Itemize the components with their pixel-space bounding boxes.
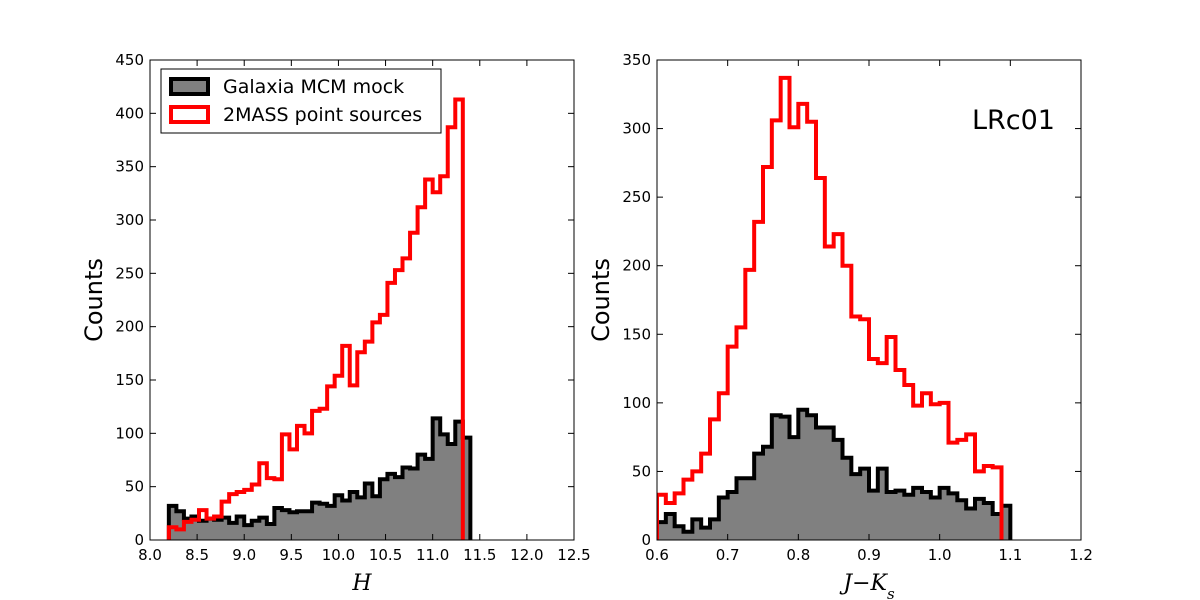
x-axis-label: J−Ks bbox=[839, 571, 895, 600]
y-tick-label: 450 bbox=[115, 51, 144, 69]
series-line-2mass-point-sources bbox=[166, 97, 465, 540]
y-tick-label: 250 bbox=[622, 188, 651, 206]
series-line-2mass-point-sources bbox=[657, 75, 1004, 540]
y-axis-label: Counts bbox=[80, 258, 108, 342]
panel-annotation: LRc01 bbox=[972, 105, 1055, 136]
x-tick-label: 8.5 bbox=[185, 546, 209, 564]
x-tick-label: 0.8 bbox=[786, 546, 810, 564]
y-tick-label: 0 bbox=[134, 531, 144, 549]
chart-panel-1: 8.0 8.5 9.0 9.5 10.0 10.5 11.0 11.5 12.0 12.5 0 50 1… bbox=[80, 51, 591, 596]
series-fill-galaxia-mcm-mock bbox=[168, 418, 471, 540]
y-tick-label: 400 bbox=[115, 104, 144, 122]
y-tick-label: 100 bbox=[622, 394, 651, 412]
x-tick-label: 1.1 bbox=[998, 546, 1022, 564]
x-tick-label: 8.0 bbox=[138, 546, 162, 564]
series-line-galaxia-mcm-mock bbox=[657, 407, 1013, 540]
series-fill-galaxia-mcm-mock bbox=[657, 409, 1011, 540]
y-tick-label: 50 bbox=[125, 478, 144, 496]
x-tick-label: 9.5 bbox=[279, 546, 303, 564]
x-tick-label: 11.0 bbox=[416, 546, 449, 564]
y-tick-label: 150 bbox=[115, 371, 144, 389]
x-tick-label: 0.9 bbox=[857, 546, 881, 564]
x-tick-label: 12.5 bbox=[557, 546, 590, 564]
x-tick-label: 12.0 bbox=[510, 546, 543, 564]
x-tick-label: 1.0 bbox=[928, 546, 952, 564]
y-tick-label: 150 bbox=[622, 325, 651, 343]
legend: Galaxia MCM mock 2MASS point sources bbox=[160, 68, 442, 134]
x-tick-label: 9.0 bbox=[232, 546, 256, 564]
plot-area bbox=[166, 97, 473, 540]
y-tick-label: 200 bbox=[115, 318, 144, 336]
y-tick-label: 350 bbox=[115, 158, 144, 176]
legend-label-2mass-point-sources: 2MASS point sources bbox=[223, 104, 422, 126]
y-tick-label: 0 bbox=[641, 531, 651, 549]
y-tick-label: 250 bbox=[115, 264, 144, 282]
y-tick-label: 200 bbox=[622, 257, 651, 275]
chart-panel-2: 0.6 0.7 0.8 0.9 1.0 1.1 1.2 0 50 100 150 200 250 300 3… bbox=[587, 51, 1093, 600]
x-tick-label: 1.2 bbox=[1069, 546, 1093, 564]
plot-frame bbox=[149, 59, 575, 541]
x-tick-label: 11.5 bbox=[463, 546, 496, 564]
plot-area bbox=[657, 75, 1013, 540]
y-tick-label: 50 bbox=[632, 462, 651, 480]
legend-label-galaxia-mcm-mock: Galaxia MCM mock bbox=[223, 76, 404, 98]
x-tick-label: 0.6 bbox=[645, 546, 669, 564]
x-tick-label: 0.7 bbox=[716, 546, 740, 564]
x-axis-label: H bbox=[351, 571, 372, 596]
y-tick-label: 100 bbox=[115, 424, 144, 442]
y-tick-label: 300 bbox=[115, 211, 144, 229]
series-line-galaxia-mcm-mock bbox=[166, 416, 473, 540]
y-axis-label: Counts bbox=[587, 258, 615, 342]
y-tick-label: 300 bbox=[622, 120, 651, 138]
legend-swatch-galaxia-mcm-mock bbox=[169, 77, 210, 96]
y-tick-label: 350 bbox=[622, 51, 651, 69]
x-tick-label: 10.5 bbox=[369, 546, 402, 564]
x-tick-label: 10.0 bbox=[322, 546, 355, 564]
legend-swatch-2mass-point-sources bbox=[169, 105, 210, 124]
